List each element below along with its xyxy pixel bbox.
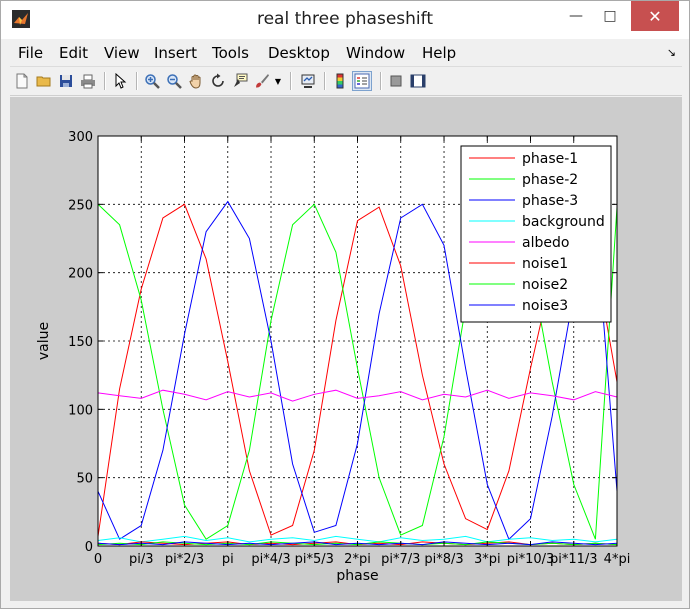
edit-plot-arrow-icon [115, 73, 127, 89]
x-tick-label: 3*pi [474, 552, 501, 567]
open-file-icon [36, 76, 51, 87]
toolbar-separator [290, 72, 292, 90]
menu-help[interactable]: Help [422, 44, 457, 62]
maximize-button[interactable]: □ [593, 1, 627, 31]
x-tick-label: pi/3 [129, 552, 154, 567]
y-axis-label: value [36, 322, 52, 360]
insert-colorbar-button[interactable] [330, 71, 350, 91]
toolbar-separator [136, 72, 138, 90]
dock-arrow-icon[interactable]: ↘ [666, 46, 676, 59]
minimize-button[interactable]: — [559, 1, 593, 31]
x-axis-label: phase [336, 568, 378, 584]
series-line-background [97, 535, 618, 543]
show-plot-tools-icon [410, 74, 426, 88]
chevron-down-icon: ▼ [274, 76, 282, 86]
menu-insert[interactable]: Insert [154, 44, 198, 62]
new-figure-icon [16, 73, 28, 89]
menu-bar: File Edit View Insert Tools Desktop Wind… [10, 40, 682, 67]
pan-hand-icon [189, 74, 201, 89]
new-figure-button[interactable] [12, 71, 32, 91]
x-tick-label: pi*2/3 [165, 552, 204, 567]
menu-edit[interactable]: Edit [59, 44, 89, 62]
window-title: real three phaseshift [256, 9, 433, 29]
print-icon [81, 74, 95, 89]
menu-desktop[interactable]: Desktop [268, 44, 330, 62]
legend-entry: phase-3 [522, 193, 578, 209]
zoom-out-button[interactable] [164, 71, 184, 91]
y-tick-label: 250 [68, 198, 93, 213]
x-tick-label: 4*pi [604, 552, 631, 567]
legend-entry: noise3 [522, 298, 568, 314]
zoom-out-icon [167, 74, 182, 89]
legend[interactable]: phase-1 phase-2 phase-3 background albedo noi… [460, 145, 612, 323]
minimize-icon: — [569, 8, 583, 24]
x-tick-label: pi*4/3 [251, 552, 290, 567]
data-cursor-button[interactable] [230, 71, 250, 91]
edit-plot-button[interactable] [110, 71, 130, 91]
save-icon [60, 75, 72, 87]
legend-entry: phase-2 [522, 172, 578, 188]
legend-entry: noise1 [522, 256, 568, 272]
figure-canvas: 0 pi/3 pi*2/3 pi pi*4/3 pi*5/3 2*pi pi*7/3 pi*8/… [10, 97, 682, 601]
toolbar-separator [380, 72, 382, 90]
series-line-phase-3 [97, 200, 618, 541]
axis-ticks: 0 pi/3 pi*2/3 pi pi*4/3 pi*5/3 2*pi pi*7/3 pi*8/… [68, 130, 630, 567]
show-plot-tools-button[interactable] [408, 71, 428, 91]
legend-entry: noise2 [522, 277, 568, 293]
zoom-in-button[interactable] [142, 71, 162, 91]
series-line-phase-1 [97, 203, 618, 537]
colorbar-icon [336, 73, 344, 89]
legend-icon [354, 73, 370, 89]
rotate-3d-button[interactable] [208, 71, 228, 91]
x-tick-label: pi [222, 552, 234, 567]
menu-file[interactable]: File [18, 44, 44, 62]
x-tick-label: pi*7/3 [381, 552, 420, 567]
legend-entry: background [522, 214, 605, 230]
open-file-button[interactable] [34, 71, 54, 91]
insert-legend-button[interactable] [352, 71, 372, 91]
brush-button[interactable] [252, 71, 272, 91]
menu-window[interactable]: Window [346, 44, 406, 62]
print-button[interactable] [78, 71, 98, 91]
menu-view[interactable]: View [104, 44, 140, 62]
rotate-3d-icon [212, 73, 224, 87]
matlab-logo-icon [12, 10, 30, 28]
zoom-in-icon [145, 74, 160, 89]
y-tick-label: 200 [68, 267, 93, 282]
y-tick-label: 50 [76, 472, 93, 487]
figure-toolbar: ▼ [10, 68, 682, 96]
legend-box [460, 145, 612, 323]
brush-dropdown[interactable]: ▼ [272, 71, 284, 91]
x-tick-label: 0 [94, 552, 102, 567]
save-button[interactable] [56, 71, 76, 91]
title-bar[interactable]: real three phaseshift — □ ✕ [1, 1, 689, 39]
hide-plot-tools-icon [390, 75, 402, 87]
series-line-albedo [97, 389, 618, 402]
brush-icon [256, 74, 269, 88]
x-tick-label: pi*10/3 [507, 552, 555, 567]
legend-entry: phase-1 [522, 151, 578, 167]
toolbar-separator [104, 72, 106, 90]
x-tick-label: pi*11/3 [550, 552, 598, 567]
close-button[interactable]: ✕ [631, 1, 679, 31]
x-tick-label: pi*8/3 [424, 552, 463, 567]
line-chart[interactable]: 0 pi/3 pi*2/3 pi pi*4/3 pi*5/3 2*pi pi*7/3 pi*8/… [10, 97, 682, 601]
x-tick-label: 2*pi [344, 552, 371, 567]
y-tick-label: 300 [68, 130, 93, 145]
link-plot-icon [301, 74, 315, 88]
hide-plot-tools-button[interactable] [386, 71, 406, 91]
data-cursor-icon [234, 73, 248, 87]
y-tick-label: 0 [85, 540, 93, 555]
y-tick-label: 150 [68, 335, 93, 350]
y-tick-label: 100 [68, 403, 93, 418]
pan-button[interactable] [186, 71, 206, 91]
link-plot-button[interactable] [298, 71, 318, 91]
menu-tools[interactable]: Tools [212, 44, 249, 62]
close-icon: ✕ [648, 6, 662, 26]
maximize-icon: □ [603, 8, 617, 24]
x-tick-label: pi*5/3 [295, 552, 334, 567]
toolbar-separator [324, 72, 326, 90]
legend-entry: albedo [522, 235, 569, 251]
